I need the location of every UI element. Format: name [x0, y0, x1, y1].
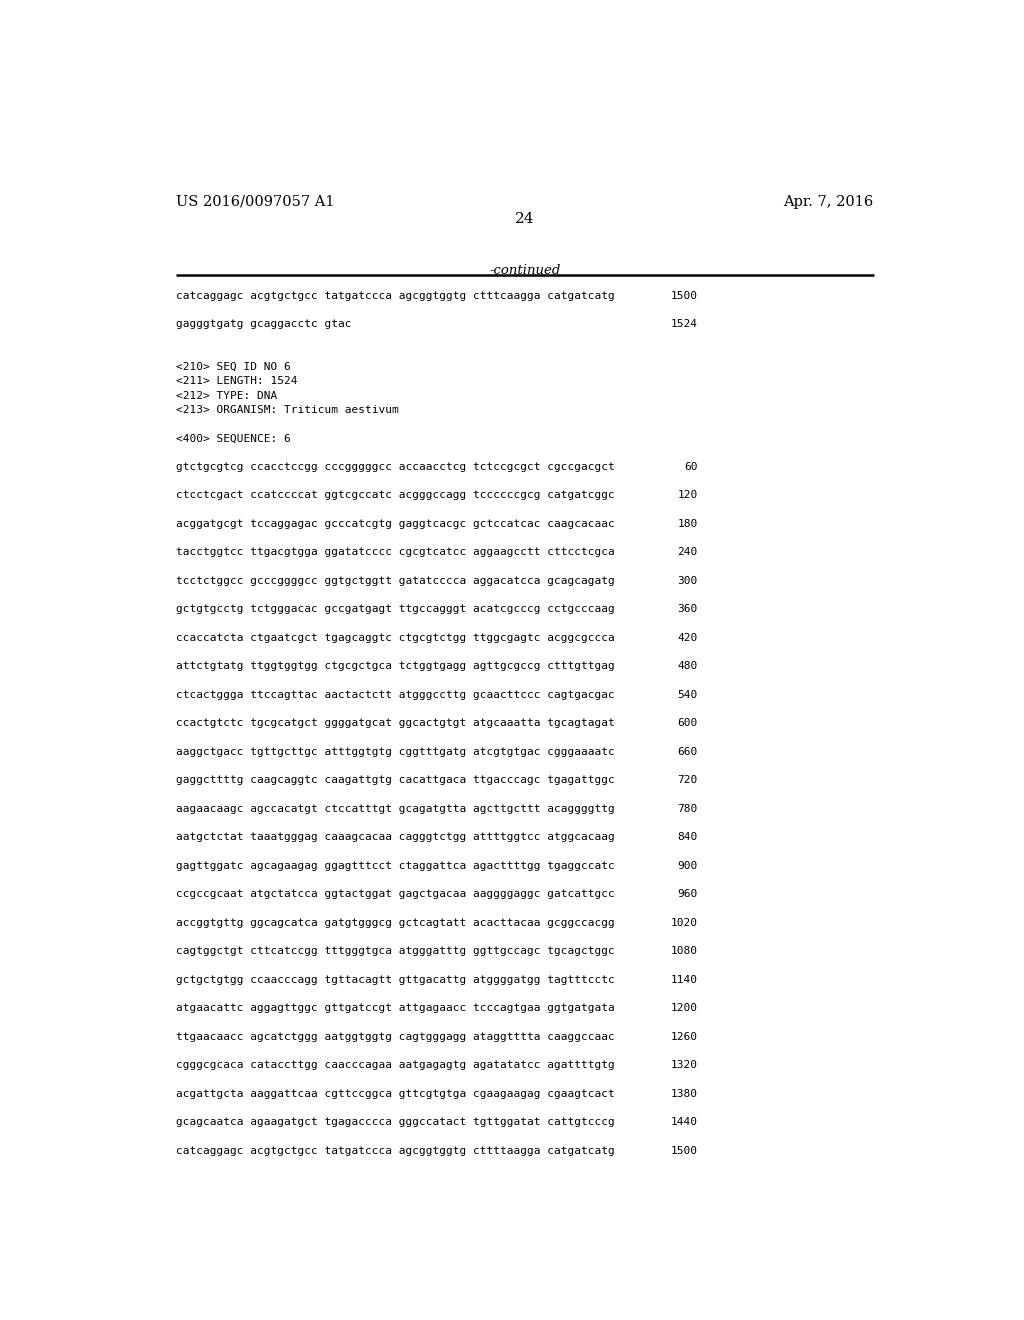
Text: 120: 120 [677, 490, 697, 500]
Text: acgattgcta aaggattcaa cgttccggca gttcgtgtga cgaagaagag cgaagtcact: acgattgcta aaggattcaa cgttccggca gttcgtg… [176, 1089, 614, 1098]
Text: US 2016/0097057 A1: US 2016/0097057 A1 [176, 194, 335, 209]
Text: 420: 420 [677, 632, 697, 643]
Text: 300: 300 [677, 576, 697, 586]
Text: tcctctggcc gcccggggcc ggtgctggtt gatatcccca aggacatcca gcagcagatg: tcctctggcc gcccggggcc ggtgctggtt gatatcc… [176, 576, 614, 586]
Text: 720: 720 [677, 775, 697, 785]
Text: <212> TYPE: DNA: <212> TYPE: DNA [176, 391, 278, 400]
Text: 1200: 1200 [671, 1003, 697, 1012]
Text: gagttggatc agcagaagag ggagtttcct ctaggattca agacttttgg tgaggccatc: gagttggatc agcagaagag ggagtttcct ctaggat… [176, 861, 614, 871]
Text: <213> ORGANISM: Triticum aestivum: <213> ORGANISM: Triticum aestivum [176, 405, 398, 414]
Text: ctcctcgact ccatccccat ggtcgccatc acgggccagg tccccccgcg catgatcggc: ctcctcgact ccatccccat ggtcgccatc acgggcc… [176, 490, 614, 500]
Text: ccactgtctc tgcgcatgct ggggatgcat ggcactgtgt atgcaaatta tgcagtagat: ccactgtctc tgcgcatgct ggggatgcat ggcactg… [176, 718, 614, 729]
Text: Apr. 7, 2016: Apr. 7, 2016 [783, 194, 873, 209]
Text: 540: 540 [677, 689, 697, 700]
Text: 1020: 1020 [671, 917, 697, 928]
Text: 180: 180 [677, 519, 697, 529]
Text: 1524: 1524 [671, 319, 697, 329]
Text: 600: 600 [677, 718, 697, 729]
Text: ttgaacaacc agcatctggg aatggtggtg cagtgggagg ataggtttta caaggccaac: ttgaacaacc agcatctggg aatggtggtg cagtggg… [176, 1032, 614, 1041]
Text: gcagcaatca agaagatgct tgagacccca gggccatact tgttggatat cattgtcccg: gcagcaatca agaagatgct tgagacccca gggccat… [176, 1117, 614, 1127]
Text: 1500: 1500 [671, 1146, 697, 1155]
Text: 1500: 1500 [671, 290, 697, 301]
Text: atgaacattc aggagttggc gttgatccgt attgagaacc tcccagtgaa ggtgatgata: atgaacattc aggagttggc gttgatccgt attgaga… [176, 1003, 614, 1012]
Text: gaggcttttg caagcaggtc caagattgtg cacattgaca ttgacccagc tgagattggc: gaggcttttg caagcaggtc caagattgtg cacattg… [176, 775, 614, 785]
Text: 1080: 1080 [671, 946, 697, 956]
Text: gctgctgtgg ccaacccagg tgttacagtt gttgacattg atggggatgg tagtttcctc: gctgctgtgg ccaacccagg tgttacagtt gttgaca… [176, 974, 614, 985]
Text: 840: 840 [677, 832, 697, 842]
Text: 1380: 1380 [671, 1089, 697, 1098]
Text: ccgccgcaat atgctatcca ggtactggat gagctgacaa aaggggaggc gatcattgcc: ccgccgcaat atgctatcca ggtactggat gagctga… [176, 890, 614, 899]
Text: 660: 660 [677, 747, 697, 756]
Text: gagggtgatg gcaggacctc gtac: gagggtgatg gcaggacctc gtac [176, 319, 351, 329]
Text: 1320: 1320 [671, 1060, 697, 1071]
Text: -continued: -continued [489, 264, 560, 277]
Text: 1140: 1140 [671, 974, 697, 985]
Text: aaggctgacc tgttgcttgc atttggtgtg cggtttgatg atcgtgtgac cgggaaaatc: aaggctgacc tgttgcttgc atttggtgtg cggtttg… [176, 747, 614, 756]
Text: tacctggtcc ttgacgtgga ggatatcccc cgcgtcatcc aggaagcctt cttcctcgca: tacctggtcc ttgacgtgga ggatatcccc cgcgtca… [176, 548, 614, 557]
Text: ctcactggga ttccagttac aactactctt atgggccttg gcaacttccc cagtgacgac: ctcactggga ttccagttac aactactctt atgggcc… [176, 689, 614, 700]
Text: 900: 900 [677, 861, 697, 871]
Text: 24: 24 [515, 213, 535, 226]
Text: <400> SEQUENCE: 6: <400> SEQUENCE: 6 [176, 433, 291, 444]
Text: ccaccatcta ctgaatcgct tgagcaggtc ctgcgtctgg ttggcgagtc acggcgccca: ccaccatcta ctgaatcgct tgagcaggtc ctgcgtc… [176, 632, 614, 643]
Text: 360: 360 [677, 605, 697, 614]
Text: cgggcgcaca cataccttgg caacccagaa aatgagagtg agatatatcc agattttgtg: cgggcgcaca cataccttgg caacccagaa aatgaga… [176, 1060, 614, 1071]
Text: 240: 240 [677, 548, 697, 557]
Text: <210> SEQ ID NO 6: <210> SEQ ID NO 6 [176, 362, 291, 372]
Text: catcaggagc acgtgctgcc tatgatccca agcggtggtg ctttcaagga catgatcatg: catcaggagc acgtgctgcc tatgatccca agcggtg… [176, 290, 614, 301]
Text: catcaggagc acgtgctgcc tatgatccca agcggtggtg cttttaagga catgatcatg: catcaggagc acgtgctgcc tatgatccca agcggtg… [176, 1146, 614, 1155]
Text: gtctgcgtcg ccacctccgg cccgggggcc accaacctcg tctccgcgct cgccgacgct: gtctgcgtcg ccacctccgg cccgggggcc accaacc… [176, 462, 614, 471]
Text: 480: 480 [677, 661, 697, 671]
Text: <211> LENGTH: 1524: <211> LENGTH: 1524 [176, 376, 298, 387]
Text: gctgtgcctg tctgggacac gccgatgagt ttgccagggt acatcgcccg cctgcccaag: gctgtgcctg tctgggacac gccgatgagt ttgccag… [176, 605, 614, 614]
Text: cagtggctgt cttcatccgg tttgggtgca atgggatttg ggttgccagc tgcagctggc: cagtggctgt cttcatccgg tttgggtgca atgggat… [176, 946, 614, 956]
Text: acggatgcgt tccaggagac gcccatcgtg gaggtcacgc gctccatcac caagcacaac: acggatgcgt tccaggagac gcccatcgtg gaggtca… [176, 519, 614, 529]
Text: attctgtatg ttggtggtgg ctgcgctgca tctggtgagg agttgcgccg ctttgttgag: attctgtatg ttggtggtgg ctgcgctgca tctggtg… [176, 661, 614, 671]
Text: 1440: 1440 [671, 1117, 697, 1127]
Text: 780: 780 [677, 804, 697, 813]
Text: 60: 60 [684, 462, 697, 471]
Text: 1260: 1260 [671, 1032, 697, 1041]
Text: aatgctctat taaatgggag caaagcacaa cagggtctgg attttggtcc atggcacaag: aatgctctat taaatgggag caaagcacaa cagggtc… [176, 832, 614, 842]
Text: accggtgttg ggcagcatca gatgtgggcg gctcagtatt acacttacaa gcggccacgg: accggtgttg ggcagcatca gatgtgggcg gctcagt… [176, 917, 614, 928]
Text: 960: 960 [677, 890, 697, 899]
Text: aagaacaagc agccacatgt ctccatttgt gcagatgtta agcttgcttt acaggggttg: aagaacaagc agccacatgt ctccatttgt gcagatg… [176, 804, 614, 813]
